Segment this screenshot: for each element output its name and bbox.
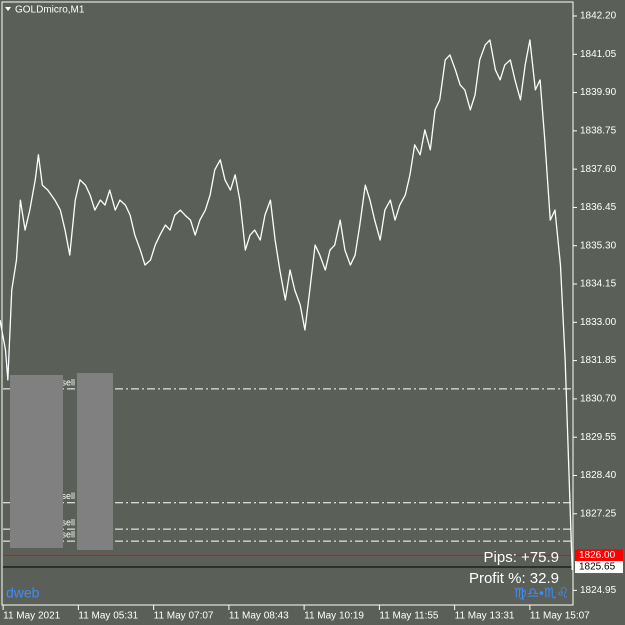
y-tick-label: 1833.00 <box>580 317 617 328</box>
menu-triangle[interactable] <box>5 7 11 11</box>
price-tag <box>575 549 623 562</box>
symbols: ♍♎•♏♌ <box>514 585 569 601</box>
x-tick-label: 11 May 08:43 <box>229 611 289 622</box>
panel-box <box>77 373 113 550</box>
price-tag-label: 1825.65 <box>579 562 616 573</box>
price-tag <box>575 561 623 574</box>
brand: dweb <box>6 585 40 601</box>
y-tick-label: 1841.05 <box>580 49 617 60</box>
window-title: GOLDmicro,M1 <box>15 5 85 16</box>
y-tick-label: 1824.95 <box>580 585 617 596</box>
y-tick-label: 1827.25 <box>580 508 617 519</box>
y-tick-label: 1828.40 <box>580 470 617 481</box>
y-tick-label: 1838.75 <box>580 125 617 136</box>
x-tick-label: 11 May 13:31 <box>455 611 515 622</box>
plot-frame <box>1 1 574 606</box>
pips-text: Pips: +75.9 <box>484 549 559 566</box>
price-line-series <box>0 39 573 571</box>
y-tick-label: 1839.90 <box>580 87 617 98</box>
x-tick-label: 11 May 10:19 <box>304 611 364 622</box>
y-tick-label: 1836.45 <box>580 202 617 213</box>
x-tick-label: 11 May 05:31 <box>78 611 138 622</box>
y-tick-label: 1834.15 <box>580 279 617 290</box>
price-tag-label: 1826.00 <box>579 550 616 561</box>
plot: sell sell sell sell <box>0 39 573 571</box>
x-tick-label: 11 May 07:07 <box>154 611 214 622</box>
order-label: sell <box>61 529 75 539</box>
order-label: sell <box>61 491 75 501</box>
y-tick-label: 1837.60 <box>580 164 617 175</box>
y-tick-label: 1835.30 <box>580 240 617 251</box>
y-tick-label: 1830.70 <box>580 394 617 405</box>
panel-box <box>10 375 63 548</box>
y-tick-label: 1842.20 <box>580 11 617 22</box>
order-label: sell <box>61 517 75 527</box>
y-tick-label: 1831.85 <box>580 355 617 366</box>
y-tick-label: 1829.55 <box>580 432 617 443</box>
profit-text: Profit %: 32.9 <box>469 570 559 587</box>
x-tick-label: 11 May 11:55 <box>379 611 439 622</box>
x-tick-label: 11 May 15:07 <box>530 611 590 622</box>
order-label: sell <box>61 377 75 387</box>
x-tick-label: 11 May 2021 <box>3 611 61 622</box>
